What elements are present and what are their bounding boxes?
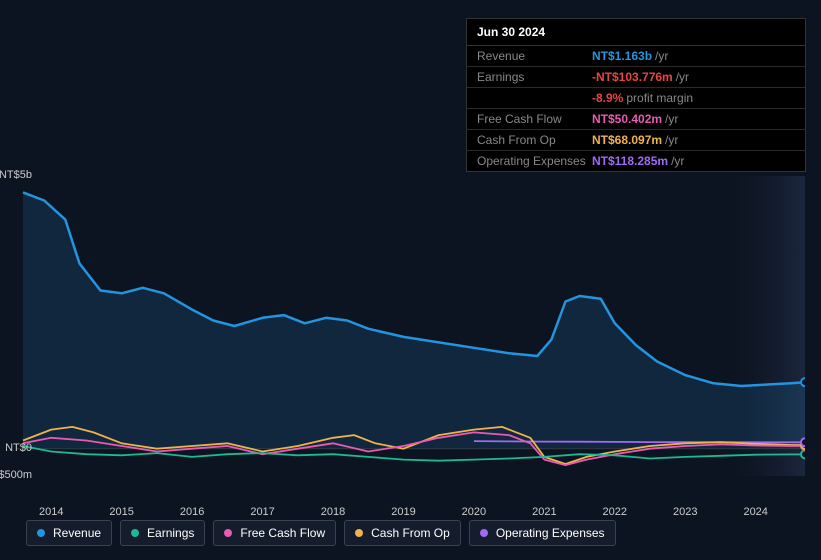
legend-dot-icon — [355, 529, 363, 537]
tooltip-row-unit: /yr — [665, 133, 678, 147]
y-axis-label: NT$5b — [0, 169, 32, 181]
tooltip-row-label: Earnings — [477, 70, 592, 84]
x-axis-label: 2014 — [39, 506, 63, 518]
legend-item[interactable]: Revenue — [26, 520, 112, 546]
legend-dot-icon — [224, 529, 232, 537]
legend-item[interactable]: Earnings — [120, 520, 205, 546]
x-axis-label: 2021 — [532, 506, 556, 518]
x-axis-label: 2023 — [673, 506, 697, 518]
tooltip-row-label: Cash From Op — [477, 133, 592, 147]
tooltip-row: Cash From OpNT$68.097m/yr — [467, 130, 805, 151]
legend-item[interactable]: Free Cash Flow — [213, 520, 336, 546]
legend-label: Earnings — [147, 526, 194, 540]
x-axis-label: 2019 — [391, 506, 415, 518]
x-axis-label: 2022 — [603, 506, 627, 518]
y-axis-label: NT$0 — [0, 442, 32, 454]
tooltip-row-value: -NT$103.776m — [592, 70, 673, 84]
legend-dot-icon — [37, 529, 45, 537]
tooltip-row-unit: /yr — [665, 112, 678, 126]
legend-item[interactable]: Cash From Op — [344, 520, 461, 546]
tooltip-row-value: NT$50.402m — [592, 112, 662, 126]
tooltip-row-unit: /yr — [655, 49, 668, 63]
tooltip-subrow: -8.9%profit margin — [467, 88, 805, 109]
x-axis-label: 2017 — [250, 506, 274, 518]
y-axis-label: -NT$500m — [0, 469, 32, 481]
data-tooltip: Jun 30 2024 RevenueNT$1.163b/yrEarnings-… — [466, 18, 806, 172]
tooltip-row-value: NT$1.163b — [592, 49, 652, 63]
legend-label: Revenue — [53, 526, 101, 540]
tooltip-row-label: Free Cash Flow — [477, 112, 592, 126]
tooltip-sub-text: profit margin — [626, 91, 693, 105]
tooltip-row-unit: /yr — [676, 70, 689, 84]
x-axis-label: 2024 — [743, 506, 767, 518]
tooltip-date: Jun 30 2024 — [467, 19, 805, 46]
legend-item[interactable]: Operating Expenses — [469, 520, 616, 546]
chart-plot — [16, 176, 805, 476]
tooltip-row-label: Revenue — [477, 49, 592, 63]
tooltip-row: RevenueNT$1.163b/yr — [467, 46, 805, 67]
x-axis-label: 2016 — [180, 506, 204, 518]
x-axis-label: 2018 — [321, 506, 345, 518]
legend-label: Cash From Op — [371, 526, 450, 540]
chart-legend: Revenue Earnings Free Cash Flow Cash From O… — [26, 520, 616, 546]
legend-label: Free Cash Flow — [240, 526, 325, 540]
financial-chart[interactable]: NT$5bNT$0-NT$500m 2014201520162017201820… — [16, 160, 805, 500]
x-axis-label: 2015 — [109, 506, 133, 518]
tooltip-row: Earnings-NT$103.776m/yr — [467, 67, 805, 88]
legend-label: Operating Expenses — [496, 526, 605, 540]
x-axis-label: 2020 — [462, 506, 486, 518]
tooltip-row: Free Cash FlowNT$50.402m/yr — [467, 109, 805, 130]
legend-dot-icon — [480, 529, 488, 537]
tooltip-sub-value: -8.9% — [592, 91, 623, 105]
tooltip-row-value: NT$68.097m — [592, 133, 662, 147]
legend-dot-icon — [131, 529, 139, 537]
